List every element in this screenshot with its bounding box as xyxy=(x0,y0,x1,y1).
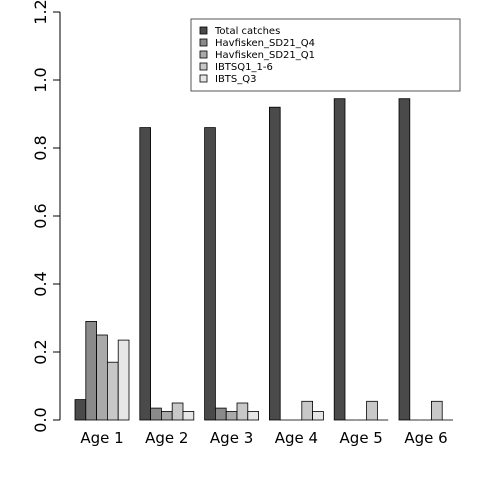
bar-0-1 xyxy=(85,320,98,421)
y-tick-label: 1.0 xyxy=(31,67,50,92)
legend-swatch-4 xyxy=(199,74,208,83)
bar-1-3 xyxy=(171,402,184,421)
y-axis: 0.0 0.2 0.4 0.6 0.8 1.0 1.2 xyxy=(31,0,61,433)
bar-3-0 xyxy=(268,106,281,421)
legend-label-2: Havfisken_SD21_Q1 xyxy=(215,50,315,61)
bar-0-2 xyxy=(96,334,108,421)
y-tick-label: 0.2 xyxy=(31,339,50,364)
bar-3-4 xyxy=(312,411,324,421)
bar-0-4 xyxy=(117,339,130,421)
x-category-label: Age 4 xyxy=(275,429,318,447)
x-category-label: Age 2 xyxy=(145,429,188,447)
bar-1-4 xyxy=(182,411,195,421)
legend-label-0: Total catches xyxy=(214,26,280,37)
x-category-label: Age 1 xyxy=(80,429,123,447)
bar-5-0 xyxy=(398,98,411,421)
bars xyxy=(74,98,453,421)
x-axis-labels: Age 1 Age 2 Age 3 Age 4 Age 5 Age 6 xyxy=(80,429,447,447)
y-tick-label: 0.4 xyxy=(31,271,50,296)
bar-0-3 xyxy=(107,361,119,421)
legend-label-1: Havfisken_SD21_Q4 xyxy=(215,38,315,49)
bar-2-2 xyxy=(225,411,238,421)
x-category-label: Age 5 xyxy=(340,429,383,447)
y-tick-label: 0.8 xyxy=(31,135,50,160)
bar-2-4 xyxy=(247,411,260,421)
bar-1-2 xyxy=(160,411,173,421)
y-tick-label: 0.0 xyxy=(31,407,50,432)
bar-2-1 xyxy=(214,407,227,421)
bar-1-0 xyxy=(139,127,152,421)
legend-box xyxy=(190,18,461,92)
legend-label-3: IBTSQ1_1-6 xyxy=(215,62,273,73)
x-category-label: Age 3 xyxy=(210,429,253,447)
legend: Total catchesHavfisken_SD21_Q4Havfisken_… xyxy=(190,18,461,92)
bar-3-3 xyxy=(301,400,313,421)
x-category-label: Age 6 xyxy=(404,429,447,447)
y-tick-label: 0.6 xyxy=(31,203,50,228)
bar-4-3 xyxy=(366,400,378,421)
y-tick-label: 1.2 xyxy=(31,0,50,25)
legend-swatch-0 xyxy=(199,26,208,35)
bar-2-0 xyxy=(204,127,216,421)
legend-swatch-2 xyxy=(199,50,208,59)
bar-0-0 xyxy=(74,399,87,421)
legend-swatch-3 xyxy=(199,62,208,71)
bar-5-3 xyxy=(430,400,443,421)
legend-label-4: IBTS_Q3 xyxy=(215,74,257,85)
bar-1-1 xyxy=(150,407,162,421)
bar-4-0 xyxy=(333,98,346,421)
bar-2-3 xyxy=(236,402,249,421)
legend-swatch-1 xyxy=(199,38,208,47)
